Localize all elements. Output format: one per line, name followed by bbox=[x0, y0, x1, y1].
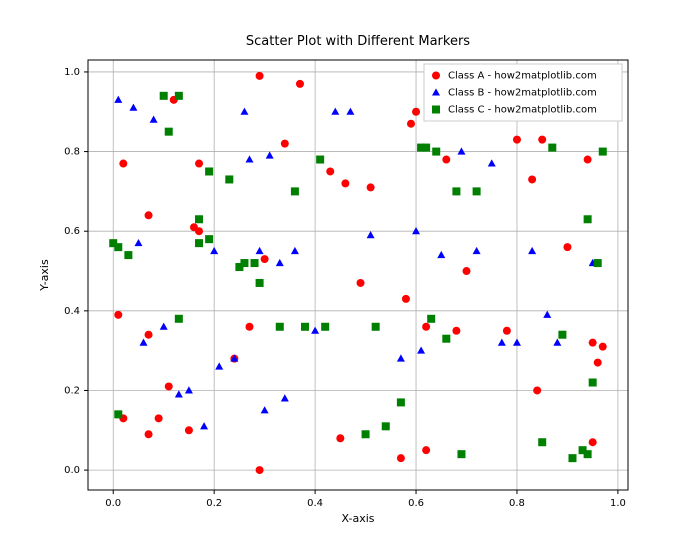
svg-text:0.0: 0.0 bbox=[64, 465, 80, 476]
legend: Class A - how2matplotlib.com Class B - ho… bbox=[424, 64, 622, 121]
svg-text:0.2: 0.2 bbox=[64, 385, 80, 396]
svg-text:Class A - how2matplotlib.com: Class A - how2matplotlib.com bbox=[448, 71, 597, 82]
svg-text:Class B - how2matplotlib.com: Class B - how2matplotlib.com bbox=[448, 88, 597, 99]
svg-text:0.4: 0.4 bbox=[64, 306, 80, 317]
svg-text:0.0: 0.0 bbox=[105, 498, 121, 509]
svg-text:0.8: 0.8 bbox=[509, 498, 525, 509]
svg-text:Class C - how2matplotlib.com: Class C - how2matplotlib.com bbox=[448, 105, 597, 116]
svg-text:0.6: 0.6 bbox=[408, 498, 424, 509]
chart-container: { "chart": { "type": "scatter", "title":… bbox=[0, 0, 700, 560]
svg-text:0.2: 0.2 bbox=[206, 498, 222, 509]
svg-text:1.0: 1.0 bbox=[610, 498, 626, 509]
svg-text:Scatter Plot with Different Ma: Scatter Plot with Different Markers bbox=[246, 34, 470, 49]
svg-text:0.8: 0.8 bbox=[64, 147, 80, 158]
markers-group bbox=[109, 72, 607, 474]
svg-text:1.0: 1.0 bbox=[64, 67, 80, 78]
svg-text:X-axis: X-axis bbox=[342, 512, 375, 525]
svg-text:Y-axis: Y-axis bbox=[38, 259, 51, 292]
svg-text:0.4: 0.4 bbox=[307, 498, 323, 509]
scatter-plot: 0.0 0.2 0.4 0.6 0.8 1.0 0.0 0.2 0.4 0.6 0.8 1.0 X-ax… bbox=[0, 0, 700, 560]
svg-text:0.6: 0.6 bbox=[64, 226, 80, 237]
